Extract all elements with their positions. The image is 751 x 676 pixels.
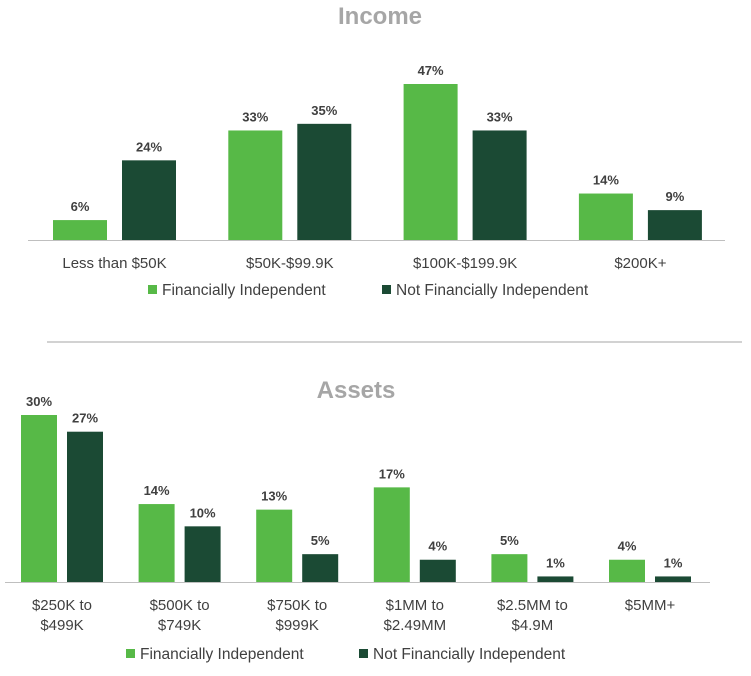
data-label: 35% xyxy=(311,103,337,118)
legend-swatch xyxy=(148,285,157,294)
data-label: 24% xyxy=(136,139,162,154)
category-label: $750K to xyxy=(267,597,327,614)
bar xyxy=(403,84,458,240)
data-label: 5% xyxy=(500,533,519,548)
legend-swatch xyxy=(126,649,135,658)
bar xyxy=(122,160,176,240)
legend-label: Financially Independent xyxy=(162,282,326,299)
bar xyxy=(138,504,175,582)
bar xyxy=(655,576,691,582)
bar xyxy=(67,431,103,582)
data-label: 4% xyxy=(618,539,637,554)
bar xyxy=(302,554,339,582)
data-label: 9% xyxy=(666,189,685,204)
bar xyxy=(419,559,456,582)
category-label: $999K xyxy=(276,617,319,634)
bar xyxy=(228,130,283,240)
legend-label: Not Financially Independent xyxy=(373,646,566,663)
data-label: 33% xyxy=(487,109,513,124)
data-label: 10% xyxy=(190,505,216,520)
category-label: $499K xyxy=(40,617,83,634)
category-label: $749K xyxy=(158,617,201,634)
bar xyxy=(373,487,410,582)
bar xyxy=(184,526,221,582)
category-label: $200K+ xyxy=(614,255,666,272)
bar xyxy=(609,559,645,582)
category-label: $4.9M xyxy=(512,617,554,634)
chart-title: Assets xyxy=(317,377,396,404)
bar xyxy=(647,210,702,240)
legend-swatch xyxy=(382,285,391,294)
data-label: 30% xyxy=(26,394,52,409)
data-label: 33% xyxy=(242,109,268,124)
bar xyxy=(491,554,528,582)
data-label: 27% xyxy=(72,411,98,426)
bar xyxy=(21,415,57,582)
category-label: $5MM+ xyxy=(625,597,676,614)
category-label: $500K to xyxy=(150,597,210,614)
category-label: $100K-$199.9K xyxy=(413,255,517,272)
bar xyxy=(256,509,293,582)
category-label: $2.5MM to xyxy=(497,597,568,614)
bar xyxy=(537,576,574,582)
category-label: $2.49MM xyxy=(384,617,447,634)
data-label: 4% xyxy=(428,539,447,554)
data-label: 5% xyxy=(311,533,330,548)
legend-label: Financially Independent xyxy=(140,646,304,663)
data-label: 14% xyxy=(144,483,170,498)
category-label: Less than $50K xyxy=(62,255,166,272)
category-label: $1MM to xyxy=(386,597,444,614)
bar xyxy=(472,130,527,240)
bar xyxy=(53,220,107,240)
data-label: 1% xyxy=(546,555,565,570)
data-label: 14% xyxy=(593,173,619,188)
category-label: $250K to xyxy=(32,597,92,614)
data-label: 13% xyxy=(261,489,287,504)
category-label: $50K-$99.9K xyxy=(246,255,334,272)
bar xyxy=(578,193,633,240)
bar xyxy=(297,123,352,240)
data-label: 6% xyxy=(71,199,90,214)
data-label: 47% xyxy=(418,63,444,78)
data-label: 17% xyxy=(379,466,405,481)
chart-title: Income xyxy=(338,3,422,30)
data-label: 1% xyxy=(664,555,683,570)
legend-swatch xyxy=(359,649,368,658)
legend-label: Not Financially Independent xyxy=(396,282,589,299)
